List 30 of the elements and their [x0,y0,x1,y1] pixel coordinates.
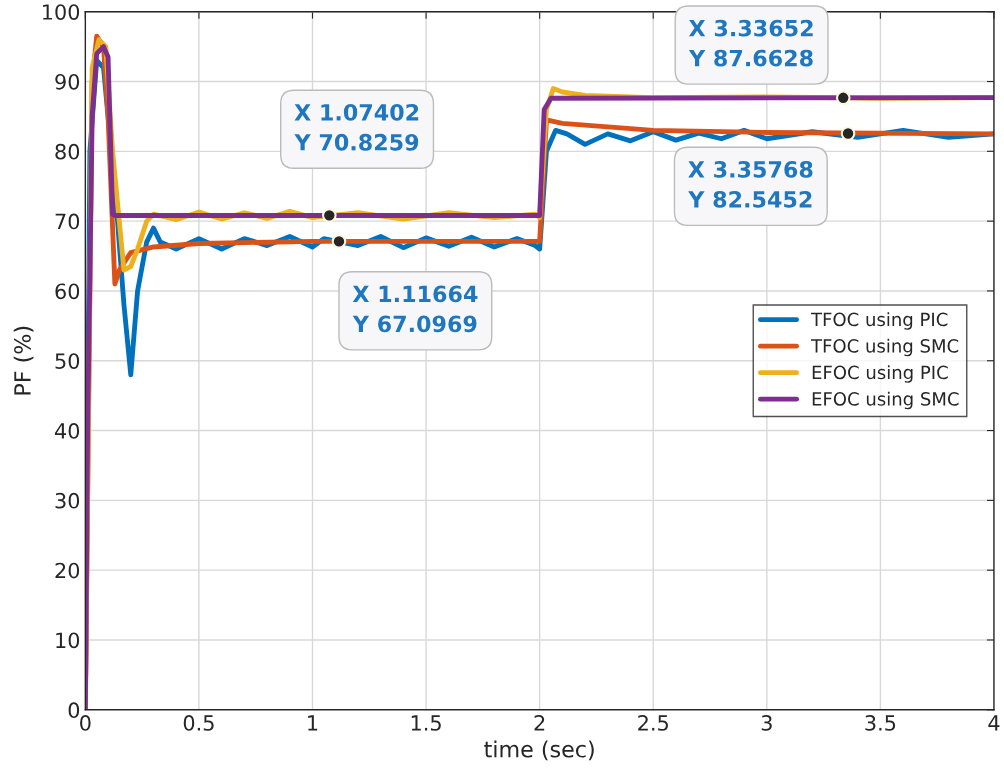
y-tick-label: 70 [55,213,80,230]
x-tick-label: 0 [80,715,91,731]
x-tick-label: 1.5 [411,715,441,731]
x-tick-label: 2.5 [638,715,668,731]
x-tick-label: 2 [534,715,545,731]
x-tick-label: 4 [988,715,1000,731]
y-tick-label: 100 [43,4,80,20]
legend-label: EFOC using PIC [812,365,948,383]
annotation: X 1.11664 Y 67.0969 [352,285,478,333]
y-tick-label: 0 [68,702,80,719]
x-tick-label: 1 [308,715,318,731]
legend-label: TFOC using PIC [810,312,948,330]
x-tick-label: 0.5 [183,715,214,731]
y-tick-label: 10 [56,632,80,649]
legend-label: EFOC using SMC [812,391,959,410]
x-tick-label: 3 [761,715,772,731]
y-tick-label: 20 [55,562,80,579]
annotation: X 1.07402 Y 70.8259 [294,103,419,151]
y-axis-title: PF (%) [13,326,34,395]
annotation: X 3.33652 Y 87.6628 [688,19,813,67]
legend-label: TFOC using SMC [810,338,959,357]
y-tick-label: 60 [55,283,80,300]
y-tick-label: 50 [55,353,80,369]
x-axis-title: time (sec) [484,740,594,761]
x-tick-label: 3.5 [865,715,896,731]
annotation: X 3.35768 Y 82.5452 [688,160,813,208]
y-tick-label: 80 [55,143,80,160]
y-tick-label: 30 [55,492,80,509]
y-tick-label: 90 [55,73,80,90]
y-tick-label: 40 [54,423,80,439]
